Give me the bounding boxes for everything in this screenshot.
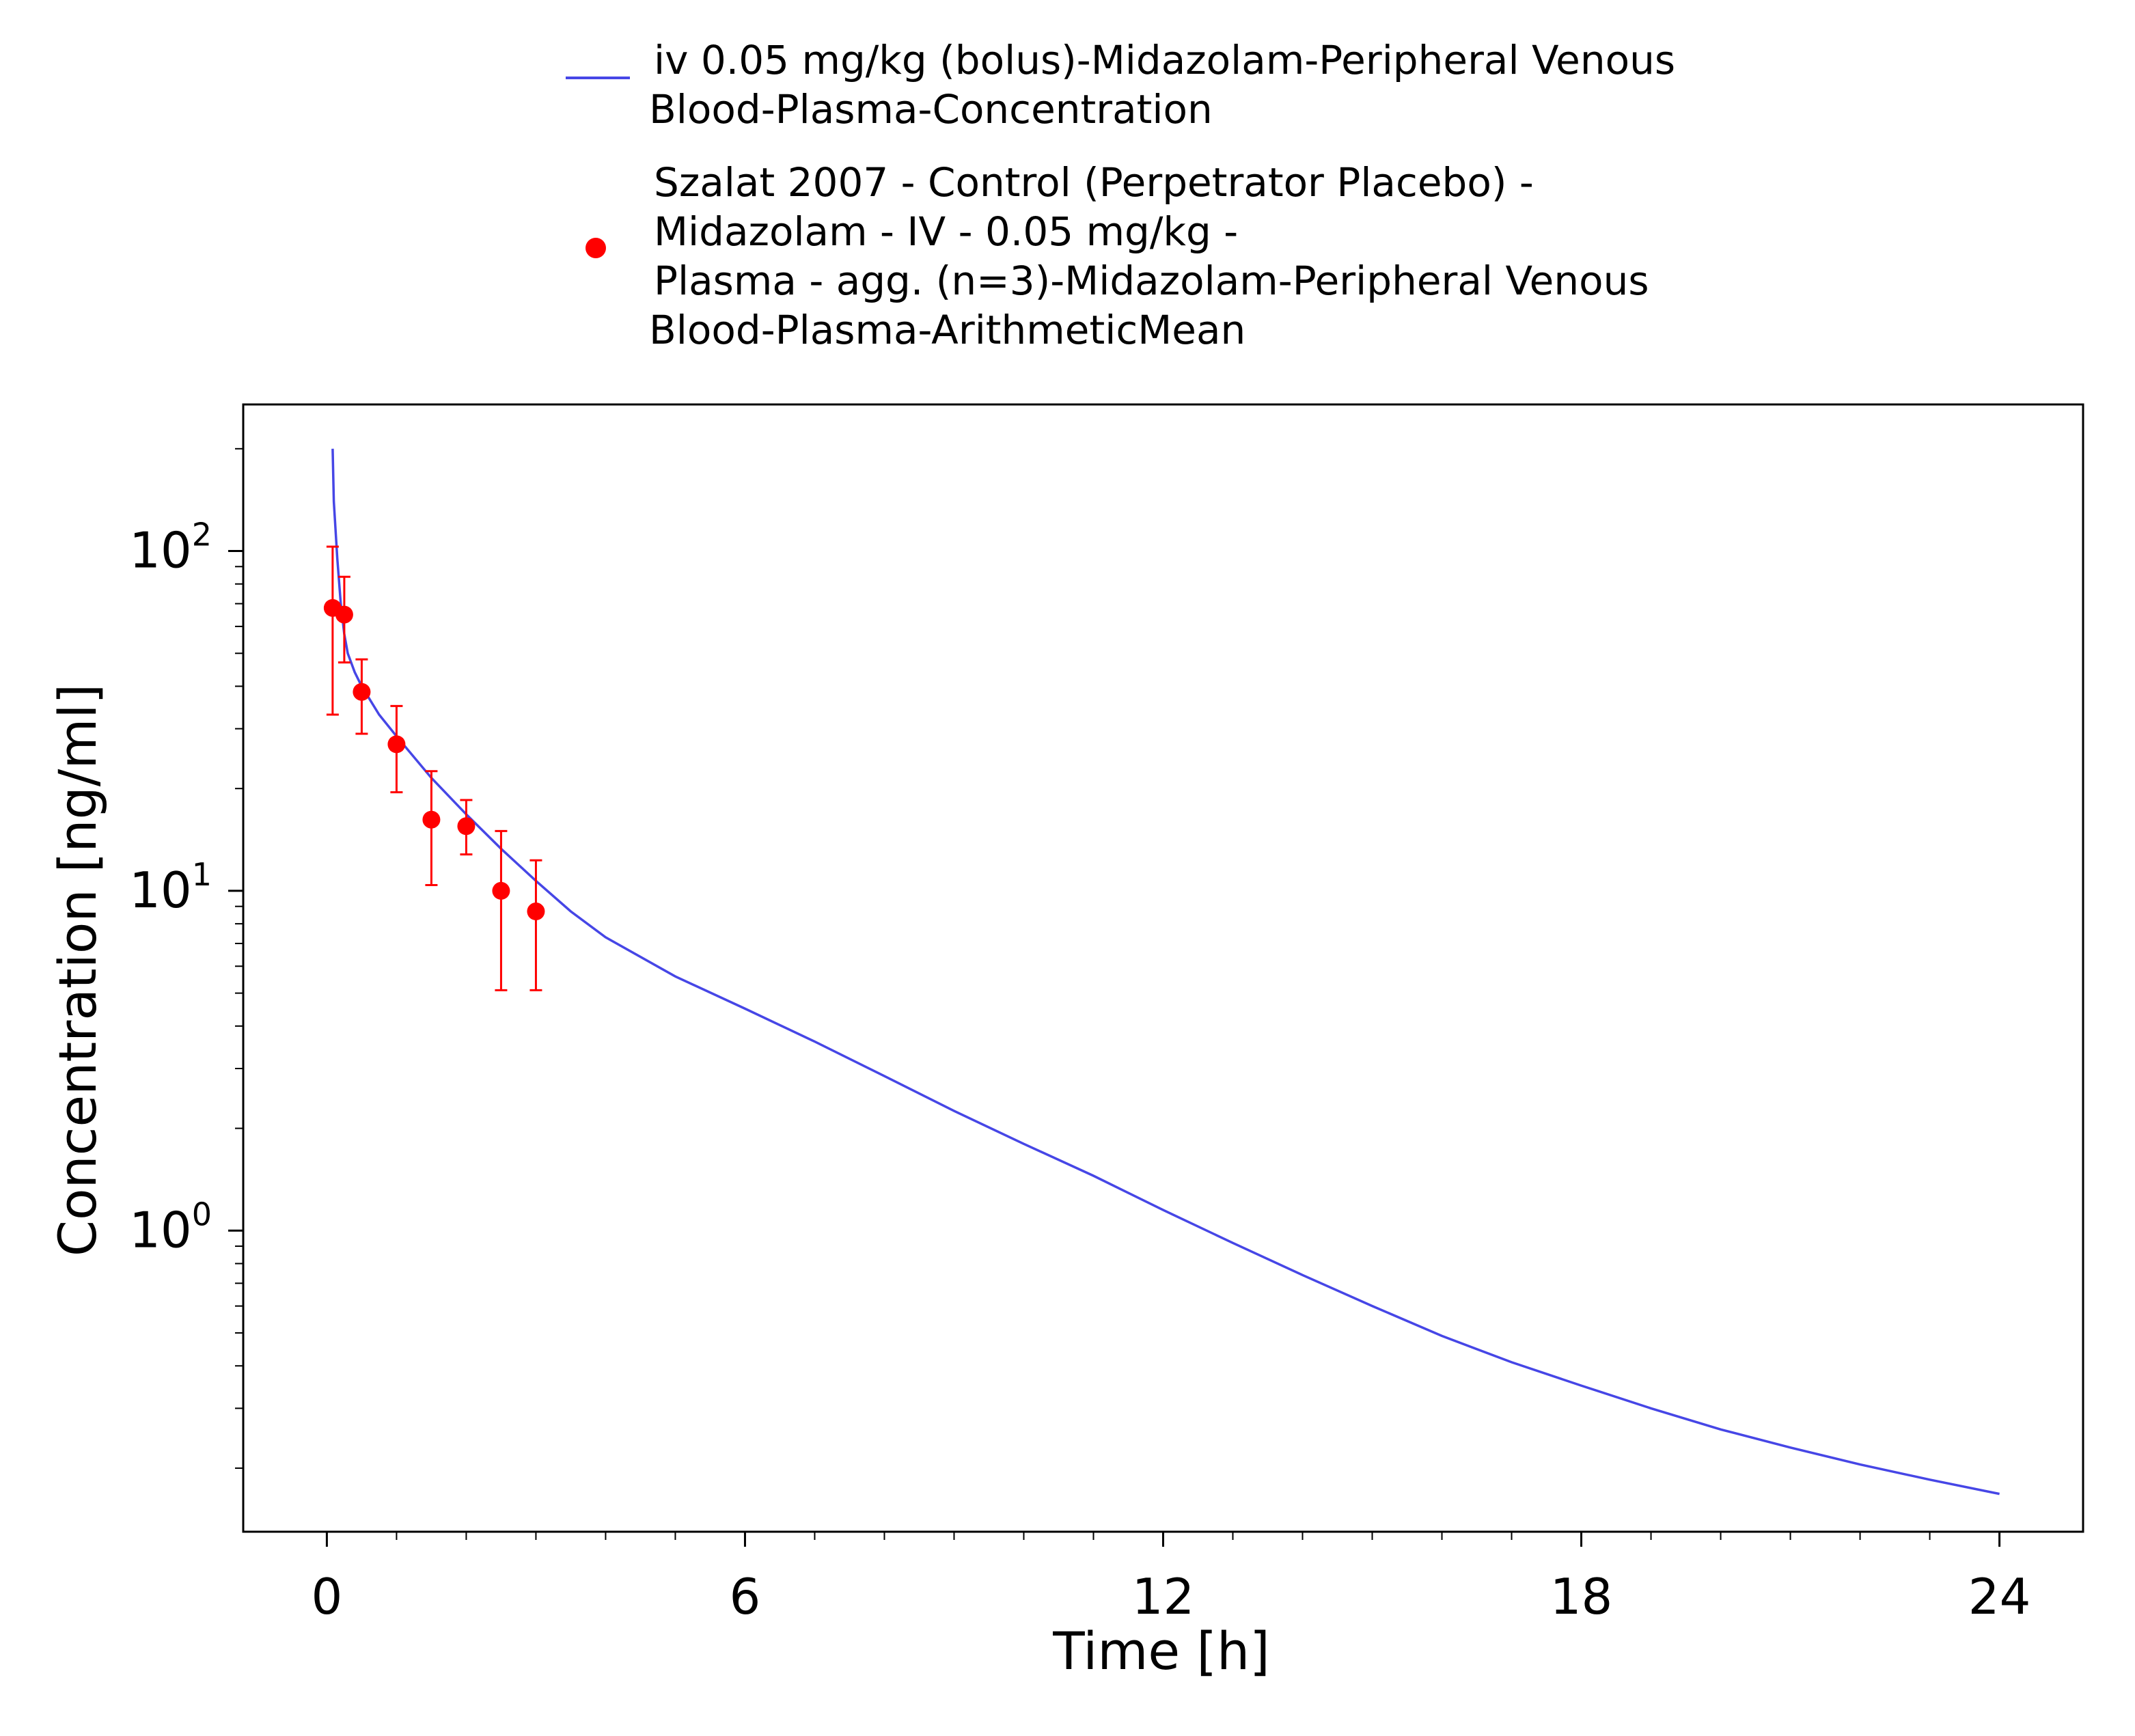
x-tick-label: 6 [730, 1568, 761, 1625]
y-axis-title: Concentration [ng/ml] [47, 684, 108, 1256]
data-point [387, 735, 406, 754]
legend-marker-swatch [586, 238, 606, 258]
x-tick-label: 18 [1550, 1568, 1613, 1625]
x-axis-title: Time [h] [1052, 1621, 1270, 1681]
plot-area [242, 403, 2084, 1533]
legend: iv 0.05 mg/kg (bolus)-Midazolam-Peripher… [566, 37, 1675, 353]
data-point [353, 683, 371, 701]
data-point [492, 881, 510, 900]
legend-label-simulation-line-1: iv 0.05 mg/kg (bolus)-Midazolam-Peripher… [654, 37, 1675, 83]
series-layer [323, 448, 2000, 1496]
y-tick-label: 100 [129, 1196, 212, 1258]
y-tick-label: 102 [129, 516, 212, 579]
legend-label-observed-line-4: Blood-Plasma-ArithmeticMean [649, 307, 1245, 353]
legend-label-observed-line-3: Plasma - agg. (n=3)-Midazolam-Peripheral… [654, 258, 1649, 304]
data-point [457, 817, 476, 836]
legend-label-simulation-line-2: Blood-Plasma-Concentration [649, 86, 1213, 133]
x-tick-label: 0 [312, 1568, 343, 1625]
y-axis: 100 101 102 [129, 447, 243, 1469]
x-axis: 0 6 12 18 24 [312, 1532, 2031, 1625]
legend-label-observed-line-2: Midazolam - IV - 0.05 mg/kg - [654, 208, 1238, 255]
data-point [527, 903, 545, 921]
legend-label-observed-line-1: Szalat 2007 - Control (Perpetrator Place… [654, 159, 1534, 206]
y-tick-label: 101 [129, 856, 212, 919]
data-point [422, 810, 441, 829]
x-tick-label: 24 [1968, 1568, 2031, 1625]
data-point [335, 605, 353, 624]
x-tick-label: 12 [1132, 1568, 1195, 1625]
simulation-line [331, 448, 2000, 1496]
